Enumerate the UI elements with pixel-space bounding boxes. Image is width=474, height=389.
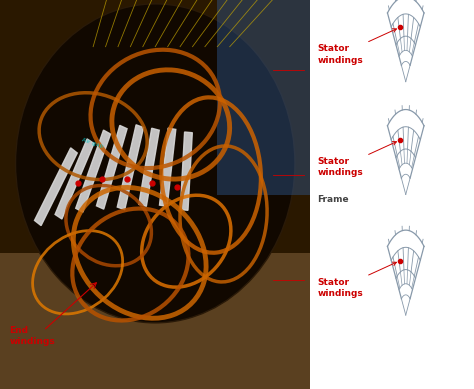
Text: End
windings: End windings bbox=[9, 326, 55, 346]
Text: Stator
windings: Stator windings bbox=[318, 262, 396, 298]
Polygon shape bbox=[55, 139, 94, 219]
Polygon shape bbox=[35, 148, 77, 226]
Polygon shape bbox=[139, 128, 159, 206]
Text: Air gap: Air gap bbox=[81, 137, 104, 149]
Polygon shape bbox=[117, 125, 144, 210]
Bar bbox=[217, 0, 310, 194]
Polygon shape bbox=[159, 128, 176, 207]
Text: Frame: Frame bbox=[318, 194, 349, 203]
Bar bbox=[0, 0, 310, 253]
Polygon shape bbox=[96, 125, 127, 209]
Polygon shape bbox=[76, 130, 110, 212]
Text: Stator
windings: Stator windings bbox=[318, 29, 396, 65]
Ellipse shape bbox=[16, 4, 295, 323]
Polygon shape bbox=[180, 132, 192, 210]
Text: Stator
windings: Stator windings bbox=[318, 142, 396, 177]
